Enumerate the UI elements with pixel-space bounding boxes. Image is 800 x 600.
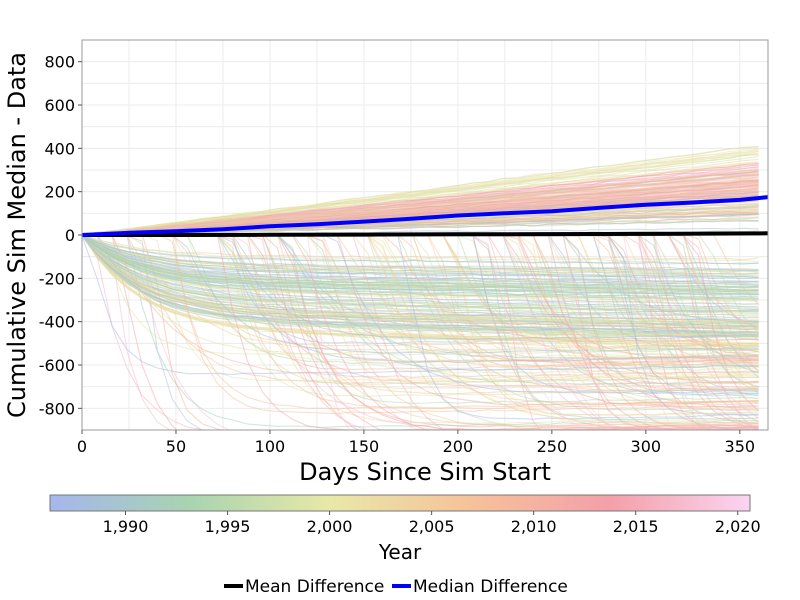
simulation-trace: [82, 233, 759, 292]
summary-series: [82, 195, 768, 237]
simulation-trace: [82, 235, 759, 325]
simulation-trace: [82, 234, 759, 352]
simulation-trace: [82, 234, 759, 305]
simulation-trace: [82, 234, 759, 291]
x-tick-label: 150: [349, 437, 380, 456]
colorbar-tick-label: 2,005: [409, 517, 455, 536]
colorbar-tick-label: 2,020: [715, 517, 761, 536]
y-axis-title: Cumulative Sim Median - Data: [3, 52, 31, 418]
simulation-trace: [82, 234, 759, 316]
x-tick-label: 200: [443, 437, 474, 456]
simulation-trace: [82, 233, 759, 319]
simulation-trace: [82, 234, 759, 303]
y-axis-ticks: 800 600 400 200 0 -200 -400 -600 -800: [39, 53, 82, 418]
y-tick-label: -600: [39, 356, 75, 375]
simulation-trace: [82, 235, 759, 375]
colorbar-tick-label: 2,015: [613, 517, 659, 536]
colorbar-ticks: 1,990 1,995 2,000 2,005 2,010 2,015 2,020: [103, 511, 761, 536]
simulation-trace: [82, 235, 759, 328]
simulation-trace: [82, 234, 759, 298]
simulation-trace: [82, 234, 759, 300]
simulation-trace: [82, 190, 759, 236]
mean-difference-line: [82, 231, 768, 237]
simulation-trace: [82, 234, 759, 279]
simulation-trace: [82, 234, 759, 344]
simulation-trace: [82, 233, 759, 378]
simulation-trace: [82, 233, 759, 430]
simulation-trace: [82, 174, 759, 235]
x-tick-label: 250: [537, 437, 568, 456]
simulation-trace: [82, 233, 759, 415]
colorbar-tick-label: 1,990: [103, 517, 149, 536]
simulation-trace: [82, 147, 759, 237]
colorbar-tick-label: 2,010: [511, 517, 557, 536]
x-axis-title: Days Since Sim Start: [299, 458, 551, 486]
y-tick-label: 0: [65, 226, 75, 245]
simulation-trace: [82, 235, 759, 336]
simulation-trace: [82, 233, 759, 354]
y-tick-label: 400: [44, 139, 75, 158]
legend-label-mean: Mean Difference: [245, 577, 384, 597]
simulation-trace: [82, 233, 759, 410]
simulation-trace: [82, 154, 759, 236]
y-tick-label: -400: [39, 313, 75, 332]
simulation-trace: [82, 158, 759, 237]
simulation-trace: [82, 234, 759, 295]
x-tick-label: 50: [166, 437, 186, 456]
simulation-trace: [82, 235, 759, 296]
simulation-trace: [82, 234, 759, 277]
simulation-trace: [82, 234, 759, 313]
x-axis-ticks: 0 50 100 150 200 250 300 350: [77, 430, 755, 456]
simulation-trace: [82, 234, 759, 331]
simulation-trace: [82, 233, 759, 296]
simulation-trace: [82, 234, 759, 309]
colorbar-tick-label: 1,995: [205, 517, 251, 536]
simulation-trace: [82, 234, 759, 262]
x-tick-label: 0: [77, 437, 87, 456]
y-tick-label: 600: [44, 96, 75, 115]
simulation-trace: [82, 233, 759, 362]
simulation-trace: [82, 235, 759, 272]
simulation-trace: [82, 234, 759, 355]
legend-label-median: Median Difference: [413, 577, 568, 597]
simulation-trace: [82, 235, 759, 322]
simulation-trace: [82, 170, 759, 237]
colorbar-title: Year: [378, 540, 422, 564]
median-difference-line: [82, 195, 768, 237]
simulation-trace: [82, 235, 759, 288]
simulation-trace: [82, 234, 759, 334]
simulation-trace: [82, 233, 759, 275]
x-tick-label: 350: [725, 437, 756, 456]
colorbar-tick-label: 2,000: [307, 517, 353, 536]
colorbar: [49, 494, 751, 512]
x-tick-label: 100: [255, 437, 286, 456]
y-tick-label: 800: [44, 53, 75, 72]
y-tick-label: -200: [39, 269, 75, 288]
legend: Mean Difference Median Difference: [224, 577, 568, 597]
simulation-trace: [82, 234, 759, 308]
y-tick-label: -800: [39, 399, 75, 418]
x-tick-label: 300: [631, 437, 662, 456]
y-tick-label: 200: [44, 183, 75, 202]
simulation-trace: [82, 234, 759, 328]
simulation-trace: [82, 234, 759, 286]
